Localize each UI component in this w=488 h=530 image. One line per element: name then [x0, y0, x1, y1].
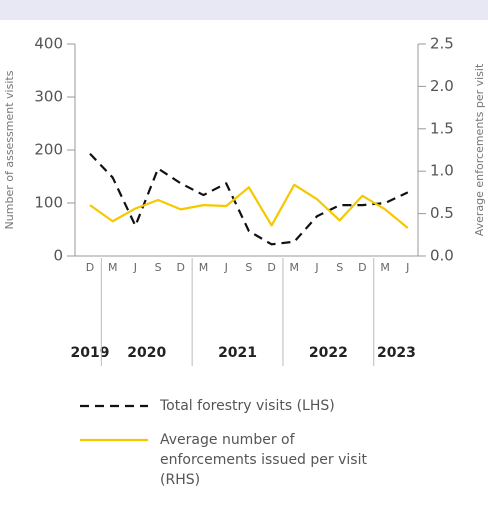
y2-tick-label: 2.0 — [430, 77, 454, 95]
y2-tick-label: 0.5 — [430, 204, 454, 222]
y2-tick-label: 2.5 — [430, 35, 454, 53]
x-tick-label: D — [267, 261, 275, 274]
y-axis-title: Number of assessment visits — [3, 70, 16, 229]
x-tick-label: S — [245, 261, 252, 274]
year-label: 2023 — [377, 345, 416, 361]
x-tick-label: S — [155, 261, 162, 274]
x-tick-label: M — [380, 261, 390, 274]
x-tick-label: M — [199, 261, 209, 274]
y-tick-label: 100 — [34, 194, 63, 212]
legend-label: Average number of enforcements issued pe… — [160, 432, 367, 488]
year-label: 2019 — [71, 345, 110, 361]
year-label: 2020 — [127, 345, 166, 361]
y-tick-label: 300 — [34, 88, 63, 106]
y-tick-label: 200 — [34, 141, 63, 159]
x-tick-label: M — [108, 261, 118, 274]
x-tick-label: M — [290, 261, 300, 274]
y2-tick-label: 1.0 — [430, 162, 454, 180]
x-tick-label: J — [314, 261, 318, 274]
legend-label: Total forestry visits (LHS) — [160, 398, 335, 414]
top-band — [0, 0, 488, 20]
series-line — [89, 183, 409, 229]
x-tick-label: D — [86, 261, 94, 274]
y2-tick-label: 1.5 — [430, 119, 454, 137]
year-label: 2021 — [218, 345, 257, 361]
y-tick-label: 400 — [34, 35, 63, 53]
x-tick-label: D — [177, 261, 185, 274]
x-tick-label: J — [224, 261, 228, 274]
x-tick-label: D — [358, 261, 366, 274]
y2-axis-title: Average enforcements per visit — [473, 63, 486, 236]
y2-tick-label: 0.0 — [430, 247, 454, 265]
x-tick-label: J — [133, 261, 137, 274]
year-label: 2022 — [309, 345, 348, 361]
x-tick-label: J — [405, 261, 409, 274]
y-tick-label: 0 — [53, 247, 63, 265]
x-tick-label: S — [336, 261, 343, 274]
